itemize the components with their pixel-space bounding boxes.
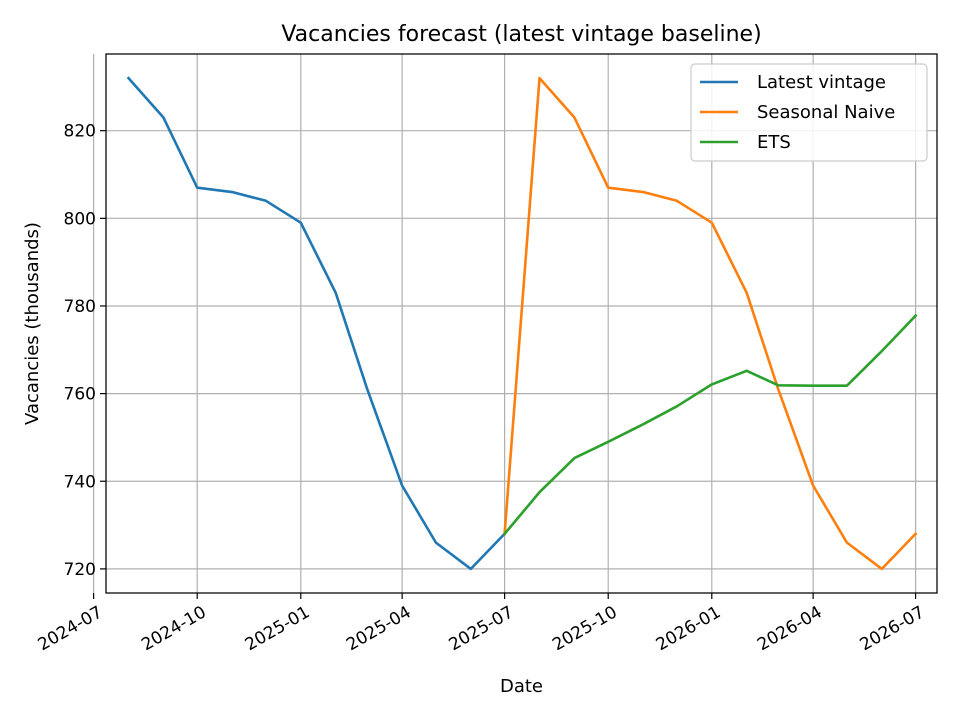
chart-title: Vacancies forecast (latest vintage basel… [281, 22, 761, 47]
legend-label: Latest vintage [757, 72, 886, 93]
y-tick-label: 760 [64, 385, 96, 405]
plot-frame [105, 53, 938, 594]
series-line-seasonal-naive [503, 76, 918, 571]
y-tick-label: 780 [64, 297, 96, 317]
y-tick-label: 800 [64, 209, 96, 229]
x-axis-label: Date [500, 676, 543, 697]
y-axis-label: Vacancies (thousands) [22, 222, 43, 425]
y-tick-label: 740 [64, 472, 96, 492]
legend-label: ETS [757, 132, 791, 153]
legend-label: Seasonal Naive [757, 102, 895, 123]
series-line-latest-vintage [126, 76, 507, 571]
y-tick-label: 820 [64, 122, 96, 142]
series-lines [126, 76, 918, 571]
legend: Latest vintage Seasonal Naive ETS [690, 63, 928, 162]
y-tick-label: 720 [64, 560, 96, 580]
legend-box [690, 63, 928, 162]
series-line-ets [502, 313, 918, 536]
